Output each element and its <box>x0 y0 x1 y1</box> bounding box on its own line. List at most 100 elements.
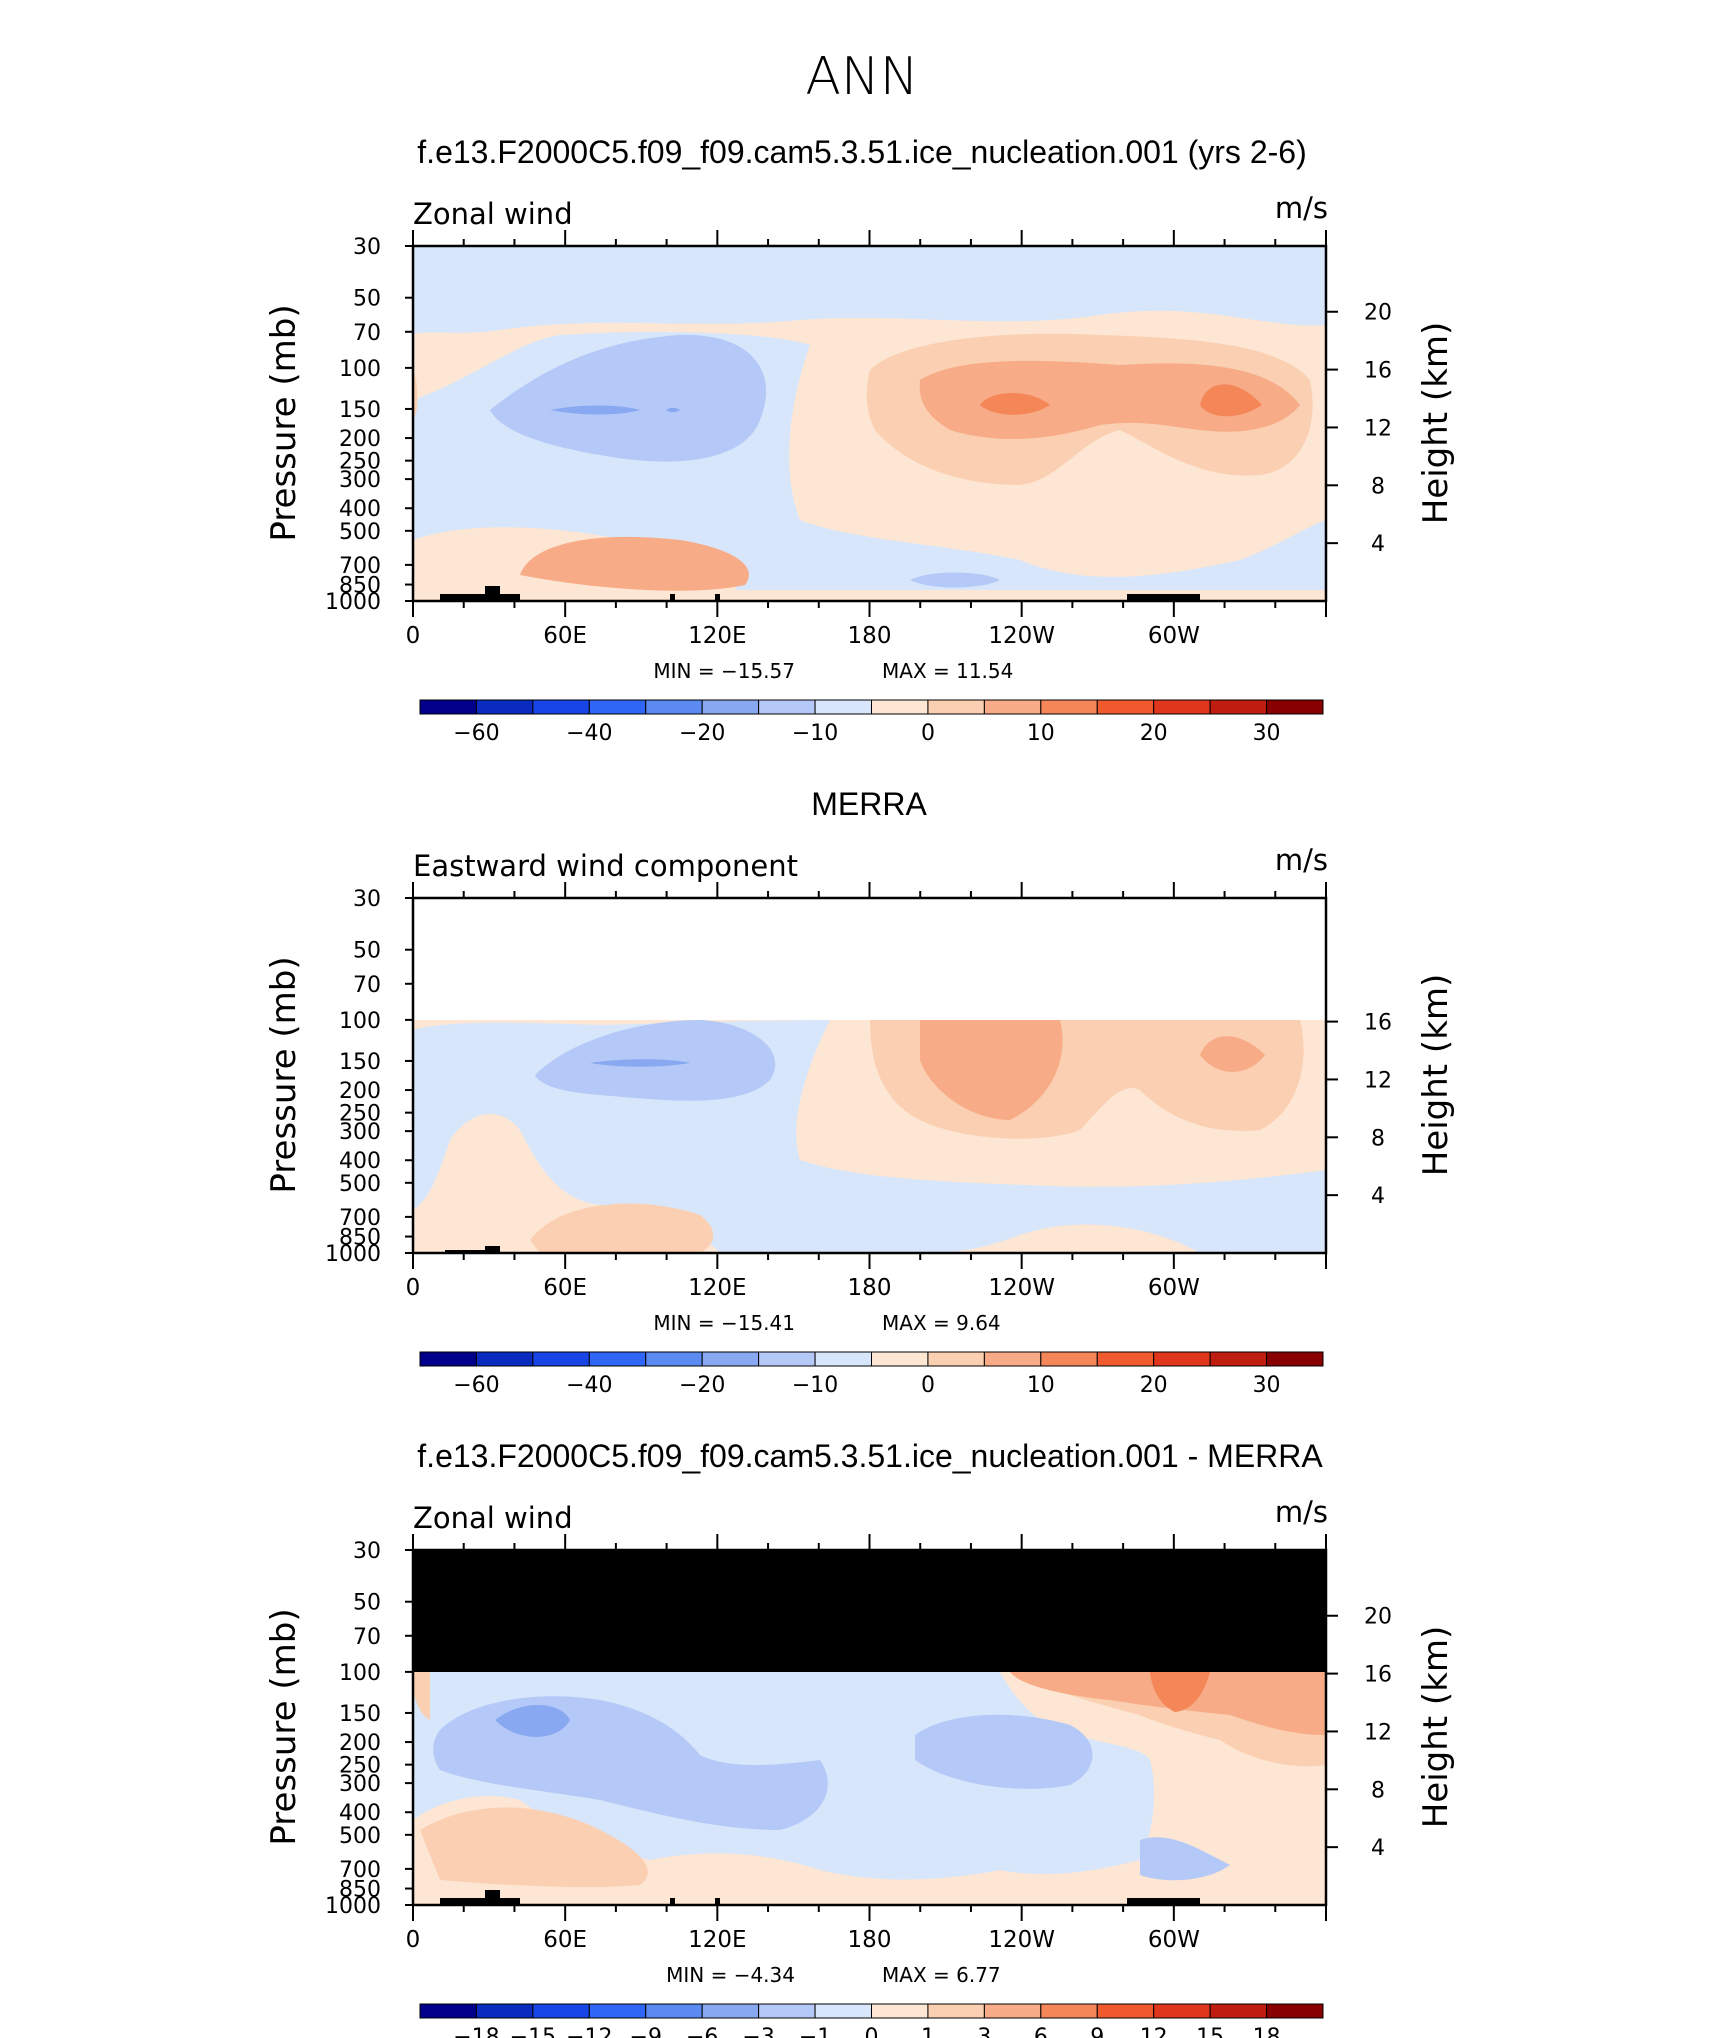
y-tick-label: 250 <box>339 1754 381 1779</box>
x-tick-label: 60E <box>543 1927 587 1953</box>
x-tick-label: 120E <box>688 623 746 649</box>
colorbar-box <box>1040 1351 1098 1367</box>
x-tick-label: 180 <box>848 1927 892 1953</box>
colorbar-box <box>814 1351 872 1367</box>
colorbar-label: −18 <box>453 2025 499 2038</box>
y-tick-label: 400 <box>339 1149 381 1174</box>
height-tick-label: 4 <box>1371 532 1385 557</box>
max-label: MAX = 9.64 <box>882 1311 1001 1335</box>
colorbar-box <box>1209 1351 1268 1367</box>
contour-fill <box>1150 1672 1210 1712</box>
panel-title: f.e13.F2000C5.f09_f09.cam5.3.51.ice_nucl… <box>417 1438 1323 1474</box>
panel-difference: f.e13.F2000C5.f09_f09.cam5.3.51.ice_nucl… <box>264 1438 1456 2038</box>
colorbar-box <box>419 1351 477 1367</box>
x-tick-label: 60W <box>1148 623 1200 649</box>
page-title: ANN <box>805 47 918 107</box>
height-tick-label: 8 <box>1371 1778 1385 1803</box>
colorbar-label: −40 <box>566 721 612 746</box>
x-tick-label: 120W <box>988 1275 1055 1301</box>
colorbar-label: 0 <box>921 721 935 746</box>
units-label: m/s <box>1275 843 1328 877</box>
y-tick-label: 1000 <box>325 1242 381 1267</box>
colorbar-box <box>645 699 703 715</box>
contour-field <box>413 1550 1326 1905</box>
colorbar-label: 3 <box>977 2025 991 2038</box>
max-label: MAX = 6.77 <box>882 1963 1001 1987</box>
colorbar-box <box>983 2003 1042 2019</box>
colorbar-label: −15 <box>510 2025 556 2038</box>
y-tick-label: 150 <box>339 1702 381 1727</box>
x-tick-label: 0 <box>406 1927 421 1953</box>
x-tick-label: 120W <box>988 1927 1055 1953</box>
colorbar-label: −20 <box>679 721 725 746</box>
y-tick-label: 70 <box>353 321 381 346</box>
colorbar-label: 10 <box>1027 721 1055 746</box>
height-tick-label: 4 <box>1371 1184 1385 1209</box>
y-axis-label: Pressure (mb) <box>264 1608 304 1845</box>
colorbar-box <box>1209 699 1268 715</box>
colorbar-box <box>532 2003 590 2019</box>
colorbar-box <box>475 699 534 715</box>
x-tick-label: 60W <box>1148 1927 1200 1953</box>
colorbar-box <box>1153 2003 1211 2019</box>
contour-field <box>413 1020 1326 1253</box>
height-tick-label: 20 <box>1364 1605 1392 1630</box>
x-tick-label: 120W <box>988 623 1055 649</box>
contour-fill <box>413 1672 430 1720</box>
colorbar-box <box>588 2003 647 2019</box>
y-tick-label: 250 <box>339 1102 381 1127</box>
y-tick-label: 700 <box>339 1858 381 1883</box>
panel-title: MERRA <box>811 786 927 822</box>
height-tick-label: 16 <box>1364 1663 1392 1688</box>
y-tick-label: 400 <box>339 1801 381 1826</box>
y-tick-label: 30 <box>353 887 381 912</box>
panel-model: f.e13.F2000C5.f09_f09.cam5.3.51.ice_nucl… <box>264 134 1456 746</box>
colorbar-label: −12 <box>566 2025 612 2038</box>
missing-data-mask <box>413 1550 1326 1672</box>
y-tick-label: 700 <box>339 554 381 579</box>
x-tick-label: 0 <box>406 1275 421 1301</box>
colorbar-label: 30 <box>1253 721 1281 746</box>
x-tick-label: 60W <box>1148 1275 1200 1301</box>
min-label: MIN = −15.41 <box>653 1311 795 1335</box>
height-tick-label: 16 <box>1364 1011 1392 1036</box>
y-tick-label: 50 <box>353 1591 381 1616</box>
colorbar-box <box>419 699 477 715</box>
y-tick-label: 50 <box>353 287 381 312</box>
contour-fill <box>420 1807 648 1888</box>
contour-fill <box>413 246 1326 334</box>
colorbar-box <box>871 1351 929 1367</box>
contour-fill <box>520 536 749 591</box>
contour-fill <box>1140 1837 1230 1881</box>
colorbar-box <box>871 699 929 715</box>
height-tick-label: 8 <box>1371 474 1385 499</box>
min-label: MIN = −4.34 <box>666 1963 795 1987</box>
max-label: MAX = 11.54 <box>882 659 1013 683</box>
colorbar-box <box>1153 699 1211 715</box>
height-tick-label: 12 <box>1364 1720 1392 1745</box>
colorbar-box <box>1153 1351 1211 1367</box>
height-tick-label: 12 <box>1364 416 1392 441</box>
colorbar-label: −60 <box>453 721 499 746</box>
contour-fill <box>490 334 767 462</box>
y-tick-label: 500 <box>339 1824 381 1849</box>
height-tick-label: 16 <box>1364 359 1392 384</box>
contour-fill <box>980 392 1050 415</box>
colorbar-box <box>588 699 647 715</box>
contour-fill <box>915 1714 1093 1789</box>
topography <box>440 1890 1200 1905</box>
height-tick-label: 8 <box>1371 1126 1385 1151</box>
y-tick-label: 100 <box>339 1009 381 1034</box>
colorbar-box <box>1040 699 1098 715</box>
colorbar-box <box>1096 2003 1155 2019</box>
colorbar-box <box>532 699 590 715</box>
colorbar-label: −10 <box>792 721 838 746</box>
colorbar-box <box>645 1351 703 1367</box>
variable-label: Zonal wind <box>413 1501 573 1535</box>
colorbar-box <box>927 1351 985 1367</box>
colorbar-label: 12 <box>1140 2025 1168 2038</box>
topography <box>445 1246 500 1253</box>
y-tick-label: 150 <box>339 398 381 423</box>
colorbar-box <box>983 1351 1042 1367</box>
colorbar-box <box>1266 2003 1324 2019</box>
